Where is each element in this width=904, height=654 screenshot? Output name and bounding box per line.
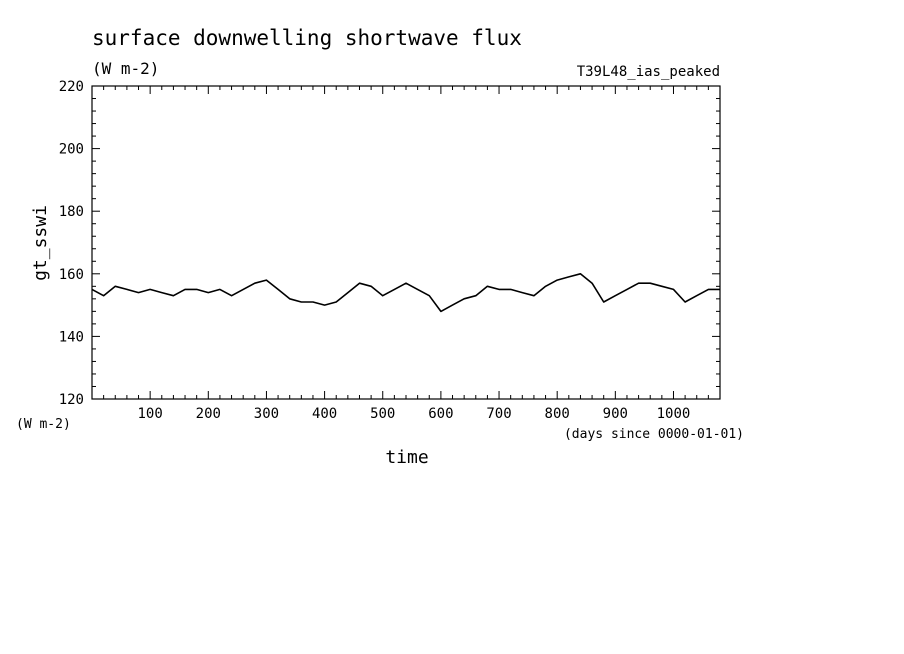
y-tick-label: 180 xyxy=(59,204,84,220)
chart-title: surface downwelling shortwave flux xyxy=(92,26,522,50)
x-tick-label: 1000 xyxy=(657,406,691,422)
y-tick-label: 120 xyxy=(59,392,84,408)
y-tick-label: 160 xyxy=(59,267,84,283)
experiment-label: T39L48_ias_peaked xyxy=(577,64,720,80)
y-axis-units: (W m-2) xyxy=(16,417,71,432)
x-axis-label: time xyxy=(385,447,428,468)
x-tick-label: 300 xyxy=(254,406,279,422)
y-tick-label: 140 xyxy=(59,329,84,345)
x-tick-label: 100 xyxy=(137,406,162,422)
y-tick-label: 200 xyxy=(59,142,84,158)
y-tick-label: 220 xyxy=(59,79,84,95)
x-tick-label: 700 xyxy=(486,406,511,422)
y-tick-labels: 120 140 160 180 200 220 xyxy=(59,79,84,408)
x-tick-label: 400 xyxy=(312,406,337,422)
x-tick-label: 200 xyxy=(196,406,221,422)
x-tick-label: 800 xyxy=(545,406,570,422)
series-line xyxy=(91,273,720,313)
axis-ticks xyxy=(92,86,720,399)
x-tick-label: 900 xyxy=(603,406,628,422)
x-tick-label: 500 xyxy=(370,406,395,422)
x-tick-labels: 100 200 300 400 500 600 700 800 900 1000 xyxy=(137,406,690,422)
plot-frame xyxy=(91,85,721,400)
x-axis-units: (days since 0000-01-01) xyxy=(564,427,744,442)
y-axis-label: gt_sswi xyxy=(30,205,51,281)
x-tick-label: 600 xyxy=(428,406,453,422)
chart-subtitle: (W m-2) xyxy=(92,59,159,78)
